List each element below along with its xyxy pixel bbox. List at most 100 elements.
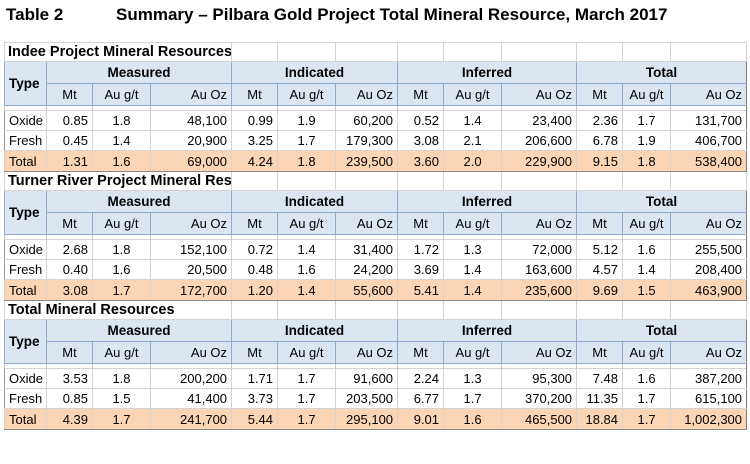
table-cell: 370,200 <box>501 388 578 409</box>
column-header: Au Oz <box>501 212 578 235</box>
spacer-row <box>4 363 748 369</box>
total-cell: 295,100 <box>335 408 399 430</box>
total-cell: 18.84 <box>576 408 624 430</box>
table-cell: 1.8 <box>92 239 151 260</box>
empty-cell <box>335 171 399 191</box>
column-header-row: Mt Au g/t Au Oz Mt Au g/t Au Oz Mt Au g/t Au Oz M… <box>5 212 748 235</box>
column-header: Au Oz <box>149 341 233 364</box>
total-cell: 229,900 <box>501 150 578 172</box>
empty-cell <box>622 171 672 191</box>
column-header: Au Oz <box>335 212 399 235</box>
table-cell: 179,300 <box>335 130 399 151</box>
empty-cell <box>335 42 399 62</box>
column-header: Au g/t <box>277 83 337 106</box>
section-title-row: Turner River Project Mineral Resources <box>3 171 748 191</box>
table-row: Fresh 0.40 1.6 20,500 0.48 1.6 24,200 3.69 1.4 16… <box>4 259 748 280</box>
table-cell: 2.36 <box>576 110 624 131</box>
column-header: Mt <box>231 212 279 235</box>
table-row: Oxide 2.68 1.8 152,100 0.72 1.4 31,400 1.72 1.3 7… <box>4 239 748 260</box>
row-label: Oxide <box>4 239 47 260</box>
table-cell: 1.8 <box>92 368 151 389</box>
column-header: Au g/t <box>277 212 337 235</box>
column-header: Mt <box>397 83 445 106</box>
total-cell: 538,400 <box>670 150 748 172</box>
group-header: Total <box>576 319 748 342</box>
empty-cell <box>277 42 337 62</box>
section-title-row: Total Mineral Resources <box>3 300 748 320</box>
total-cell: 9.69 <box>576 279 624 301</box>
total-cell: 235,600 <box>501 279 578 301</box>
empty-cell <box>576 300 624 320</box>
column-header: Au g/t <box>622 212 672 235</box>
empty-cell <box>443 300 503 320</box>
column-header: Au g/t <box>443 212 503 235</box>
total-cell: 172,700 <box>149 279 233 301</box>
total-cell: 1.4 <box>277 279 337 301</box>
column-header: Mt <box>397 212 445 235</box>
type-header: Type <box>4 319 47 364</box>
table-title: Table 2 Summary – Pilbara Gold Project To… <box>0 0 750 34</box>
table-cell: 0.45 <box>46 130 93 151</box>
group-header: Measured <box>45 190 233 213</box>
column-header: Au Oz <box>501 341 578 364</box>
group-header: Total <box>576 190 748 213</box>
section-title: Turner River Project Mineral Resources <box>3 171 233 191</box>
table-cell: 3.08 <box>397 130 445 151</box>
table-cell: 95,300 <box>501 368 578 389</box>
empty-cell <box>501 42 578 62</box>
row-label: Fresh <box>4 388 47 409</box>
table-cell: 41,400 <box>149 388 233 409</box>
total-cell: 3.08 <box>46 279 93 301</box>
total-cell: 239,500 <box>335 150 399 172</box>
column-header: Au Oz <box>501 83 578 106</box>
empty-cell <box>443 42 503 62</box>
column-header: Au g/t <box>622 341 672 364</box>
column-header: Au g/t <box>92 212 151 235</box>
group-header-row: Type Measured Indicated Inferred Total <box>4 61 748 106</box>
table-cell: 1.71 <box>231 368 279 389</box>
table-cell: 20,500 <box>149 259 233 280</box>
empty-cell <box>277 300 337 320</box>
table-cell: 206,600 <box>501 130 578 151</box>
table-number: Table 2 <box>6 5 64 24</box>
table-cell: 1.4 <box>622 259 672 280</box>
column-header: Mt <box>46 212 93 235</box>
table-cell: 31,400 <box>335 239 399 260</box>
table-cell: 615,100 <box>670 388 748 409</box>
empty-cell <box>670 171 748 191</box>
spacer-cell <box>149 234 233 240</box>
total-cell: 465,500 <box>501 408 578 430</box>
table-cell: 255,500 <box>670 239 748 260</box>
total-cell: 1.4 <box>443 279 503 301</box>
row-label: Oxide <box>4 368 47 389</box>
empty-cell <box>501 300 578 320</box>
empty-cell <box>622 42 672 62</box>
table-cell: 20,900 <box>149 130 233 151</box>
empty-cell <box>397 42 445 62</box>
spacer-cell <box>670 363 748 369</box>
section-title: Indee Project Mineral Resources <box>3 42 233 62</box>
empty-cell <box>622 300 672 320</box>
total-cell: 1.5 <box>622 279 672 301</box>
total-cell: 4.39 <box>46 408 93 430</box>
table-cell: 1.7 <box>277 368 337 389</box>
total-row: Total 1.31 1.6 69,000 4.24 1.8 239,500 3.60 2.0 2… <box>4 150 748 172</box>
table-cell: 387,200 <box>670 368 748 389</box>
empty-cell <box>397 300 445 320</box>
table-cell: 7.48 <box>576 368 624 389</box>
table-cell: 1.6 <box>92 259 151 280</box>
table-cell: 131,700 <box>670 110 748 131</box>
empty-cell <box>670 300 748 320</box>
table-cell: 11.35 <box>576 388 624 409</box>
type-header: Type <box>4 190 47 235</box>
section-title: Total Mineral Resources <box>3 300 233 320</box>
spacer-cell <box>149 105 233 111</box>
column-header: Au g/t <box>443 83 503 106</box>
column-header: Au Oz <box>670 83 748 106</box>
table-cell: 91,600 <box>335 368 399 389</box>
table-cell: 0.85 <box>46 388 93 409</box>
empty-cell <box>501 171 578 191</box>
empty-cell <box>231 300 279 320</box>
table-cell: 1.6 <box>622 368 672 389</box>
total-cell: 1.7 <box>622 408 672 430</box>
